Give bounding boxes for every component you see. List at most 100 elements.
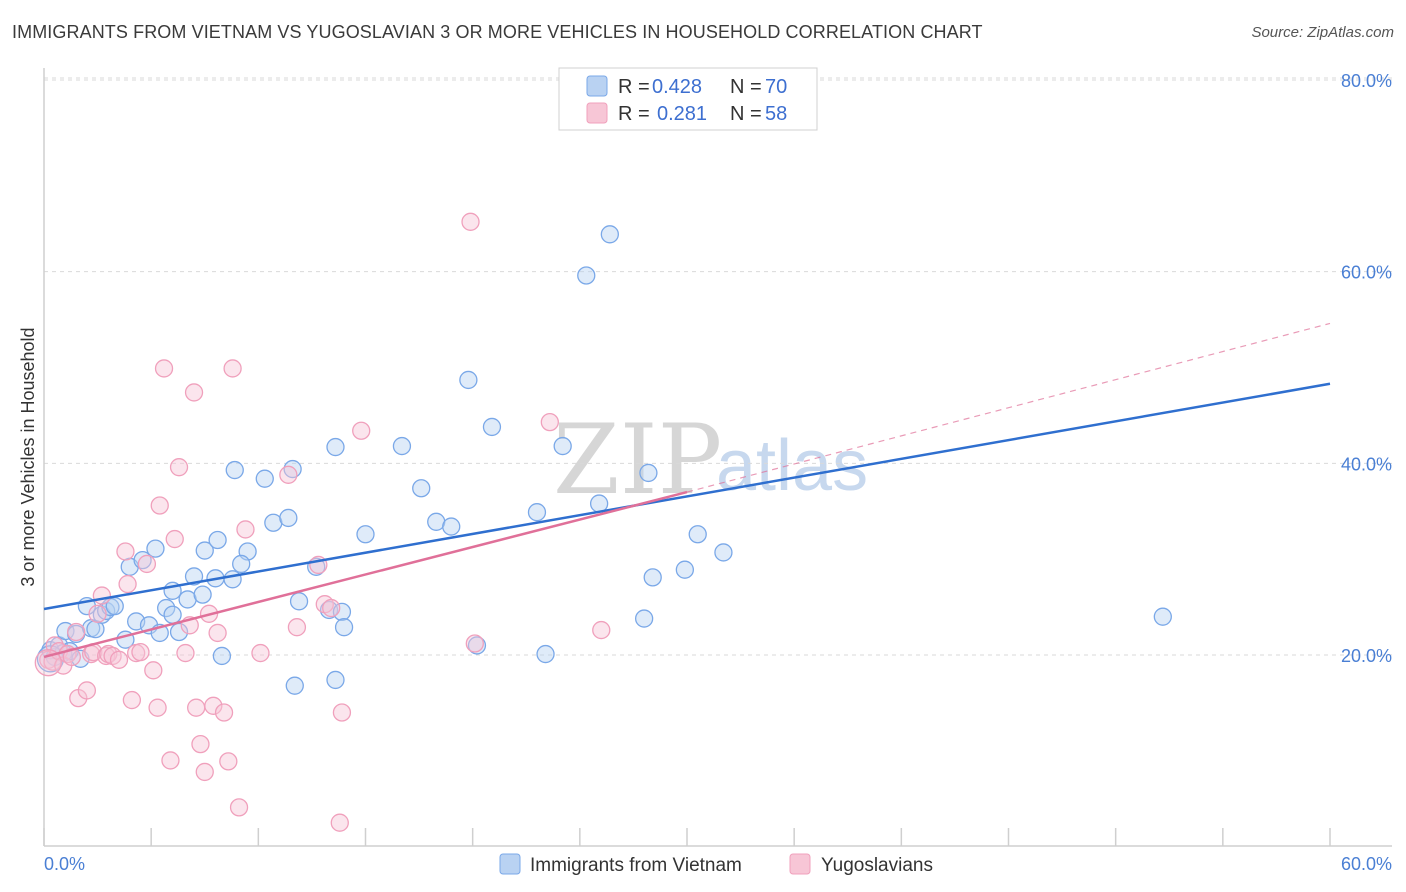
bottom-legend: Immigrants from Vietnam Yugoslavians [499,853,933,876]
yugoslavians-point-44 [236,520,255,539]
yugoslavians-point-38 [204,696,223,715]
legend-swatch-vietnam [586,75,608,97]
legend-r-value-vietnam: 0.428 [652,76,702,98]
yugoslavians-point-6 [62,647,82,667]
yugoslavians-point-39 [208,623,227,643]
vietnam-point-42 [289,592,309,611]
yugoslavians-point-29 [165,529,184,549]
yugoslavians-point-25 [148,698,167,717]
vietnam-point-48 [326,437,345,457]
yugoslavians-point-22 [131,642,150,662]
vietnam-point-66 [688,525,707,544]
yugoslavians-point-9 [77,681,97,700]
vietnam-point-53 [442,517,461,536]
vietnam-point-57 [527,503,547,522]
vietnam-point-54 [459,370,478,390]
legend-n-value-yugoslavians: 58 [765,103,787,125]
vietnam-point-60 [577,266,596,285]
axes [43,68,1392,847]
yugoslavians-point-31 [176,643,195,663]
bottom-legend-label-yugoslavians: Yugoslavians [821,855,933,876]
vietnam-point-28 [193,585,212,604]
yugoslavians-point-55 [465,634,484,653]
yugoslavians-point-42 [223,359,242,378]
vietnam-point-51 [412,479,431,498]
yugoslavians-point-36 [195,762,214,782]
vietnam-point-41 [285,676,304,695]
bottom-legend-label-vietnam: Immigrants from Vietnam [530,855,742,876]
yugoslavians-point-35 [191,734,210,754]
vietnam-point-27 [184,567,204,586]
y-tick-label-80: 80.0% [1341,71,1392,91]
x-ticks [43,828,1331,846]
vietnam-point-68 [675,560,695,579]
yugoslavians-point-7 [67,622,86,642]
yugoslavians-point-53 [352,421,371,440]
yugoslavians-point-51 [332,703,352,722]
vietnam-point-36 [232,554,251,574]
y-tick-label-40: 40.0% [1341,454,1392,474]
yugoslavians-point-45 [251,643,270,663]
yugoslavians-point-34 [187,698,206,717]
chart-source: Source: ZipAtlas.com [1251,24,1394,41]
vietnam-point-50 [392,436,412,456]
trend-line-vietnam [43,382,1331,611]
legend-swatch-yugoslavians [586,102,608,124]
x-tick-label-min: 0.0% [44,854,85,874]
vietnam-point-32 [208,530,227,550]
yugoslavians-point-30 [169,458,189,477]
vietnam-point-39 [279,508,298,528]
vietnam-point-31 [212,646,232,666]
yugoslavians-point-20 [122,690,142,710]
vietnam-point-58 [536,644,555,664]
vietnam-point-46 [332,602,352,622]
legend-n-label-yugoslavians: N = [730,103,762,125]
watermark-zip: ZIP [553,404,722,516]
trend-line-yugoslavians [43,490,688,659]
yugoslavians-point-cluster [34,649,62,677]
yugoslavians-point-17 [109,650,129,669]
yugoslavians-point-46 [279,465,298,484]
vietnam-point-45 [326,670,345,690]
yugoslavians-point-40 [214,703,234,722]
legend-n-value-vietnam: 70 [765,76,787,98]
yugoslavians-point-18 [116,542,135,561]
y-tick-label-20: 20.0% [1341,646,1392,666]
vietnam-point-65 [639,463,658,483]
vietnam-point-64 [643,568,662,587]
yugoslavians-point-27 [154,359,174,378]
bottom-legend-swatch-yugoslavians [789,853,811,875]
vietnam-point-59 [553,436,572,456]
vietnam-point-33 [223,570,242,589]
yugoslavians-point-26 [150,496,169,515]
vietnam-point-29 [195,541,214,560]
vietnam-point-49 [356,525,375,544]
vietnam-point-62 [600,225,619,244]
vietnam-point-67 [714,543,733,562]
yugoslavians-point-24 [144,661,163,680]
yugoslavians-point-13 [92,586,112,605]
vietnam-point-34 [225,460,244,480]
legend-r-label-yugoslavians: R = [618,103,650,125]
bottom-legend-swatch-vietnam [499,853,521,875]
yugoslavians-point-47 [287,618,307,637]
y-tick-labels: 20.0% 40.0% 60.0% 80.0% [1341,71,1392,666]
legend-r-value-yugoslavians: 0.281 [657,103,707,125]
vietnam-point-37 [255,469,274,488]
trend-line-yugoslavians-extension [686,322,1331,493]
y-tick-label-60: 60.0% [1341,263,1392,283]
legend-r-label-vietnam: R = [618,76,650,98]
yugoslavians-point-56 [540,412,559,432]
yugoslavians-point-52 [330,813,349,832]
vietnam-point-56 [482,417,502,437]
yugoslavians-point-41 [219,752,238,771]
yugoslavians-point-28 [161,751,180,770]
vietnam-point-63 [634,609,654,628]
yugoslavians-point-33 [184,383,204,402]
yugoslavians-point-23 [137,554,157,574]
yugoslavians-point-54 [461,212,480,231]
yugoslavians-point-57 [592,620,611,640]
yugoslavians-point-19 [118,574,137,594]
y-axis-title: 3 or more Vehicles in Household [18,327,38,586]
